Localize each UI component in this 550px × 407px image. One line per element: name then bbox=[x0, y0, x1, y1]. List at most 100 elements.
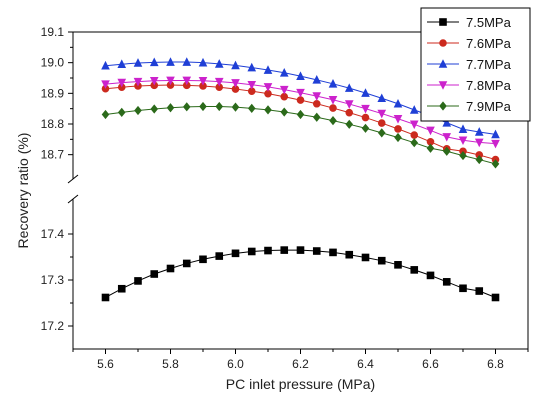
data-point bbox=[312, 92, 322, 101]
data-point bbox=[312, 99, 321, 108]
data-point bbox=[199, 255, 207, 264]
data-point bbox=[312, 247, 321, 255]
data-point bbox=[134, 105, 142, 116]
data-point bbox=[442, 146, 451, 156]
data-point bbox=[247, 87, 256, 95]
legend-marker bbox=[439, 101, 447, 111]
y-tick-label: 18.7 bbox=[41, 148, 65, 162]
data-point bbox=[279, 67, 289, 77]
data-point bbox=[280, 246, 289, 254]
data-point bbox=[296, 96, 305, 104]
series-7.9MPa bbox=[101, 101, 500, 169]
data-point bbox=[264, 89, 272, 98]
data-point bbox=[312, 112, 321, 122]
data-point bbox=[426, 137, 435, 146]
data-point bbox=[377, 93, 387, 103]
data-point bbox=[150, 104, 159, 114]
data-point bbox=[442, 117, 452, 127]
data-point bbox=[409, 120, 419, 130]
data-point bbox=[491, 293, 500, 302]
axis-break-mark bbox=[67, 194, 79, 204]
data-point bbox=[394, 132, 402, 143]
data-point bbox=[101, 60, 110, 70]
x-tick-label: 5.8 bbox=[162, 357, 179, 371]
legend-label: 7.7MPa bbox=[466, 57, 512, 72]
data-point bbox=[133, 58, 143, 67]
data-point bbox=[150, 270, 159, 278]
data-point bbox=[426, 143, 435, 153]
data-point bbox=[410, 266, 419, 274]
x-axis-title: PC inlet pressure (MPa) bbox=[226, 376, 375, 392]
legend-label: 7.5MPa bbox=[466, 15, 512, 30]
legend: 7.5MPa 7.6MPa 7.7MPa 7.8MPa 7.9MPa bbox=[420, 7, 531, 122]
data-point bbox=[296, 246, 305, 254]
data-point bbox=[393, 114, 403, 124]
data-point bbox=[117, 78, 127, 88]
data-point bbox=[182, 57, 192, 66]
data-point bbox=[198, 76, 208, 86]
data-point bbox=[344, 83, 354, 92]
data-point bbox=[361, 253, 370, 262]
data-point bbox=[215, 101, 224, 112]
data-point bbox=[182, 259, 191, 268]
series-7.8MPa bbox=[101, 76, 500, 149]
legend-label: 7.8MPa bbox=[466, 78, 512, 93]
legend-marker bbox=[439, 18, 447, 26]
data-point bbox=[474, 138, 484, 148]
data-point bbox=[182, 102, 191, 112]
data-point bbox=[296, 109, 305, 120]
data-point bbox=[442, 133, 452, 142]
data-point bbox=[101, 80, 110, 89]
data-point bbox=[361, 104, 370, 114]
data-point bbox=[344, 100, 354, 109]
data-point bbox=[166, 57, 175, 66]
data-point bbox=[101, 293, 110, 302]
data-point bbox=[280, 107, 289, 117]
data-point bbox=[410, 138, 419, 148]
data-point bbox=[475, 287, 484, 295]
data-point bbox=[166, 76, 175, 86]
data-point bbox=[329, 248, 337, 257]
data-point bbox=[263, 65, 273, 74]
legend-label: 7.6MPa bbox=[466, 36, 512, 51]
data-point bbox=[247, 62, 257, 72]
data-point bbox=[458, 124, 468, 134]
data-point bbox=[475, 154, 484, 165]
data-point bbox=[296, 88, 305, 98]
data-point bbox=[247, 80, 257, 90]
legend-entry: 7.9MPa bbox=[427, 99, 512, 114]
data-point bbox=[426, 271, 435, 280]
data-point bbox=[279, 85, 289, 95]
y-tick-label: 17.3 bbox=[41, 273, 65, 287]
data-point bbox=[117, 284, 126, 293]
data-point bbox=[264, 105, 272, 115]
data-point bbox=[247, 103, 256, 113]
data-point bbox=[231, 249, 240, 258]
y-tick-label: 17.4 bbox=[41, 227, 65, 241]
data-point bbox=[214, 59, 224, 68]
y-tick-label: 18.9 bbox=[41, 86, 65, 100]
legend-marker bbox=[438, 81, 448, 90]
data-point bbox=[264, 246, 272, 255]
x-tick-label: 6.2 bbox=[292, 357, 309, 371]
y-axis-title: Recovery ratio (%) bbox=[15, 133, 31, 249]
data-point bbox=[377, 128, 386, 138]
data-point bbox=[394, 261, 402, 269]
data-point bbox=[474, 127, 484, 136]
data-point bbox=[166, 103, 175, 113]
data-point bbox=[182, 76, 192, 86]
data-point bbox=[329, 104, 337, 112]
data-point bbox=[149, 76, 159, 86]
data-point bbox=[345, 108, 354, 117]
data-point bbox=[134, 277, 142, 285]
data-point bbox=[377, 256, 386, 265]
data-point bbox=[409, 105, 419, 114]
data-point bbox=[410, 131, 419, 139]
data-point bbox=[149, 57, 159, 67]
legend-marker bbox=[438, 59, 448, 68]
data-point bbox=[215, 83, 224, 91]
data-point bbox=[442, 278, 451, 286]
data-point bbox=[361, 88, 370, 97]
data-point bbox=[117, 59, 127, 68]
axes: 5.6 5.8 6.0 6.2 6.4 6.6 6.8 18.7 18.8 18.9 19.0 19.… bbox=[15, 25, 529, 392]
